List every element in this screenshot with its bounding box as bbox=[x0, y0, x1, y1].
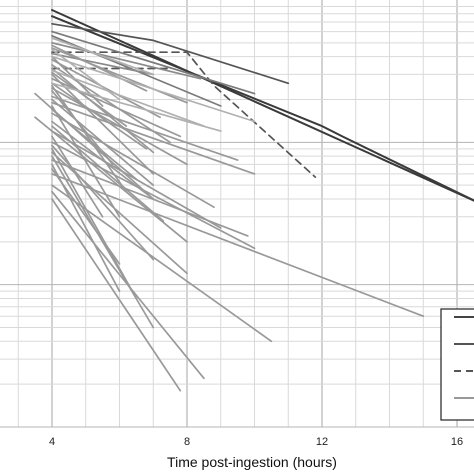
series-line-13 bbox=[51, 82, 148, 150]
series-line-26 bbox=[51, 120, 155, 200]
series-line-12 bbox=[51, 73, 155, 175]
series-lines bbox=[34, 9, 474, 392]
series-line-7 bbox=[51, 30, 256, 95]
series-line-43 bbox=[51, 144, 155, 261]
series-line-40 bbox=[51, 55, 104, 107]
series-line-35 bbox=[51, 125, 165, 222]
series-line-47 bbox=[51, 55, 256, 123]
series-line-31 bbox=[51, 95, 239, 161]
series-line-9 bbox=[51, 52, 155, 76]
x-tick-label: 16 bbox=[451, 436, 463, 448]
y-gridlines bbox=[0, 6, 474, 428]
x-tick-label: 12 bbox=[316, 436, 328, 448]
series-line-22 bbox=[51, 173, 425, 318]
series-line-32 bbox=[51, 101, 256, 175]
series-line-20 bbox=[51, 155, 155, 329]
series-line-15 bbox=[51, 105, 121, 218]
series-line-45 bbox=[51, 168, 121, 265]
x-tick-label: 8 bbox=[184, 436, 190, 448]
series-line-41 bbox=[51, 67, 155, 154]
series-line-39 bbox=[51, 44, 148, 92]
series-line-3 bbox=[51, 22, 290, 85]
series-line-11 bbox=[34, 116, 188, 243]
series-line-51 bbox=[51, 48, 121, 101]
series-line-18 bbox=[51, 141, 256, 250]
legend-box bbox=[440, 308, 474, 421]
legend bbox=[440, 308, 474, 421]
series-line-34 bbox=[51, 108, 138, 181]
series-line-46 bbox=[51, 159, 249, 237]
series-line-48 bbox=[51, 69, 205, 127]
series-line-1 bbox=[51, 9, 474, 202]
series-line-2 bbox=[51, 15, 474, 202]
series-line-23 bbox=[51, 184, 273, 343]
x-tick-label: 4 bbox=[49, 436, 55, 448]
series-line-49 bbox=[51, 82, 222, 132]
x-axis-title: Time post-ingestion (hours) bbox=[167, 454, 337, 470]
series-line-36 bbox=[51, 135, 104, 218]
series-line-50 bbox=[51, 37, 155, 76]
series-line-16 bbox=[51, 112, 215, 209]
x-tick-labels: 4 8 12 16 bbox=[49, 436, 463, 448]
series-line-24 bbox=[51, 190, 205, 380]
series-line-37 bbox=[51, 77, 182, 138]
series-line-42 bbox=[51, 84, 128, 193]
series-line-44 bbox=[51, 151, 188, 275]
series-line-25 bbox=[51, 198, 182, 392]
series-line-8 bbox=[51, 41, 202, 80]
